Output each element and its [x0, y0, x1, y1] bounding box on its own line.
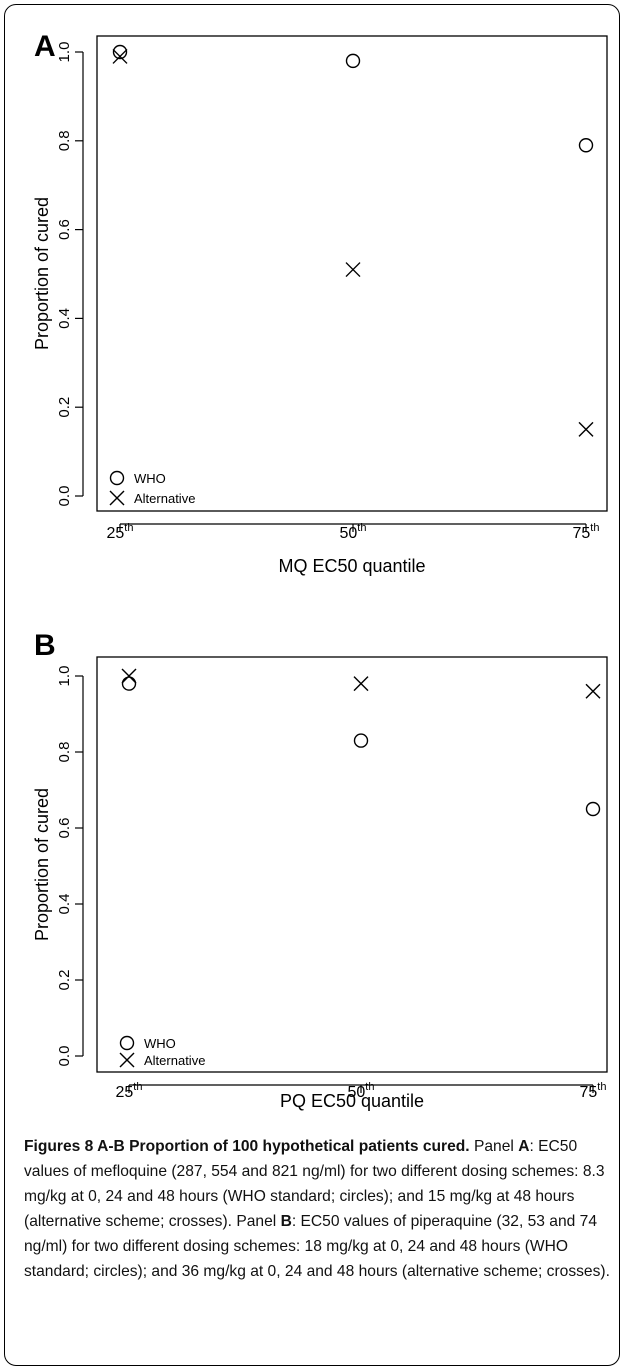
data-point-circle [578, 138, 594, 153]
plot-frame [96, 656, 608, 1073]
cross-stroke [121, 668, 137, 684]
panel-b: B 0.0 0.2 0.4 0.6 0.8 1.0 25th 50th 75th PQ EC50 q… [32, 629, 608, 1111]
y-tick-label: 0.0 [56, 486, 73, 507]
data-point-cross [112, 48, 128, 64]
y-axis-title: Proportion of cured [32, 788, 52, 941]
y-axis-title: Proportion of cured [32, 197, 52, 350]
y-tick-label: 0.0 [56, 1046, 73, 1067]
caption-title: Figures 8 A-B Proportion of 100 hypothet… [24, 1138, 470, 1155]
cross-stroke [353, 676, 369, 692]
y-tick-label: 0.4 [56, 308, 73, 329]
x-tick-label: 25th [116, 1081, 143, 1101]
panel-label: B [34, 629, 56, 662]
legend: WHO Alternative [109, 470, 195, 506]
y-tick-label: 1.0 [56, 666, 73, 687]
y-tick-label: 0.8 [56, 130, 73, 151]
figure-caption: Figures 8 A-B Proportion of 100 hypothet… [24, 1134, 614, 1284]
x-tick-label: 50th [340, 522, 367, 542]
x-tick-label: 75th [580, 1081, 607, 1101]
legend-marker-circle [109, 470, 125, 486]
y-tick-label: 0.2 [56, 397, 73, 418]
caption-panel-a-label: A [518, 1138, 530, 1155]
series-who [121, 676, 601, 817]
series-alternative [112, 48, 594, 437]
y-tick-label: 0.2 [56, 970, 73, 991]
cross-stroke [578, 421, 594, 437]
data-point-cross [121, 668, 137, 684]
figure-charts: A 0.0 0.2 0.4 0.6 0.8 1.0 25th 50th 75th MQ EC50 q… [32, 30, 608, 1111]
y-tick-label: 0.6 [56, 818, 73, 839]
x-tick-label: 50th [348, 1081, 375, 1101]
y-tick-label: 1.0 [56, 42, 73, 63]
y-tick-label: 0.8 [56, 742, 73, 763]
legend: WHO Alternative [119, 1035, 205, 1068]
caption-panel-b-label: B [280, 1213, 292, 1230]
y-tick-label: 0.4 [56, 894, 73, 915]
x-tick-label: 75th [573, 522, 600, 542]
cross-stroke [345, 262, 361, 278]
cross-stroke [109, 490, 125, 506]
legend-marker-cross [109, 490, 125, 506]
caption-panel-a-prefix: Panel [473, 1138, 519, 1155]
series-alternative [121, 668, 601, 699]
cross-stroke [112, 48, 128, 64]
caption-panel-b-text: : EC50 values of piperaquine (32, 53 and… [24, 1213, 610, 1280]
legend-label: Alternative [134, 491, 195, 506]
panel-a: A 0.0 0.2 0.4 0.6 0.8 1.0 25th 50th 75th MQ EC50 q… [32, 30, 608, 576]
series-who [112, 44, 594, 153]
data-point-circle [353, 733, 369, 748]
x-axis-title: MQ EC50 quantile [278, 556, 425, 576]
caption-panel-b-prefix: Panel [232, 1213, 281, 1230]
legend-label: Alternative [144, 1053, 205, 1068]
data-point-cross [585, 683, 601, 699]
data-point-cross [353, 676, 369, 692]
data-point-circle [112, 44, 128, 60]
cross-stroke [585, 683, 601, 699]
panel-label: A [34, 30, 56, 63]
data-point-cross [578, 421, 594, 437]
figure-frame [4, 4, 620, 1366]
data-point-circle [345, 53, 361, 69]
x-tick-label: 25th [107, 522, 134, 542]
legend-label: WHO [144, 1036, 176, 1051]
x-axis-title: PQ EC50 quantile [280, 1091, 424, 1111]
caption-panel-a-text: : EC50 values of mefloquine (287, 554 an… [24, 1138, 605, 1230]
plot-frame [96, 35, 608, 512]
data-point-circle [121, 676, 137, 691]
cross-stroke [119, 1052, 135, 1068]
legend-marker-cross [119, 1052, 135, 1068]
data-point-cross [345, 262, 361, 278]
data-point-circle [585, 801, 601, 817]
y-tick-label: 0.6 [56, 219, 73, 240]
legend-label: WHO [134, 471, 166, 486]
legend-marker-circle [119, 1035, 135, 1051]
